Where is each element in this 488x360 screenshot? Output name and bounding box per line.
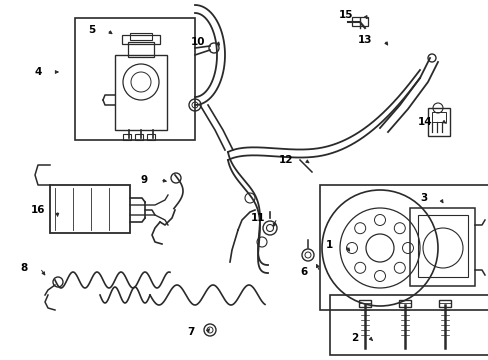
- Bar: [115, 55, 167, 130]
- Text: 9: 9: [141, 175, 148, 185]
- Bar: [358, 300, 370, 307]
- Text: 1: 1: [325, 240, 332, 250]
- Bar: [128, 42, 154, 57]
- Bar: [130, 33, 152, 40]
- Bar: [147, 134, 155, 140]
- Text: 3: 3: [420, 193, 427, 203]
- Text: 4: 4: [35, 67, 42, 77]
- Bar: [135, 134, 142, 140]
- Text: 5: 5: [87, 25, 95, 35]
- Text: 2: 2: [350, 333, 357, 343]
- Text: 13: 13: [357, 35, 371, 45]
- Text: 6: 6: [300, 267, 307, 277]
- Bar: [75, 18, 195, 140]
- Bar: [319, 185, 488, 310]
- Bar: [431, 112, 445, 122]
- Bar: [417, 215, 467, 277]
- Bar: [427, 108, 449, 136]
- Text: 10: 10: [190, 37, 204, 47]
- Text: 11: 11: [250, 213, 264, 223]
- Bar: [122, 35, 160, 44]
- Bar: [329, 295, 488, 355]
- Bar: [351, 17, 367, 26]
- Text: 7: 7: [187, 327, 195, 337]
- Text: 8: 8: [20, 263, 28, 273]
- Bar: [123, 134, 131, 140]
- Text: 14: 14: [417, 117, 431, 127]
- Bar: [398, 300, 410, 307]
- Text: 15: 15: [338, 10, 352, 20]
- Text: 16: 16: [30, 205, 45, 215]
- Bar: [438, 300, 450, 307]
- Bar: [409, 208, 474, 286]
- Text: 12: 12: [278, 155, 292, 165]
- Bar: [50, 185, 130, 233]
